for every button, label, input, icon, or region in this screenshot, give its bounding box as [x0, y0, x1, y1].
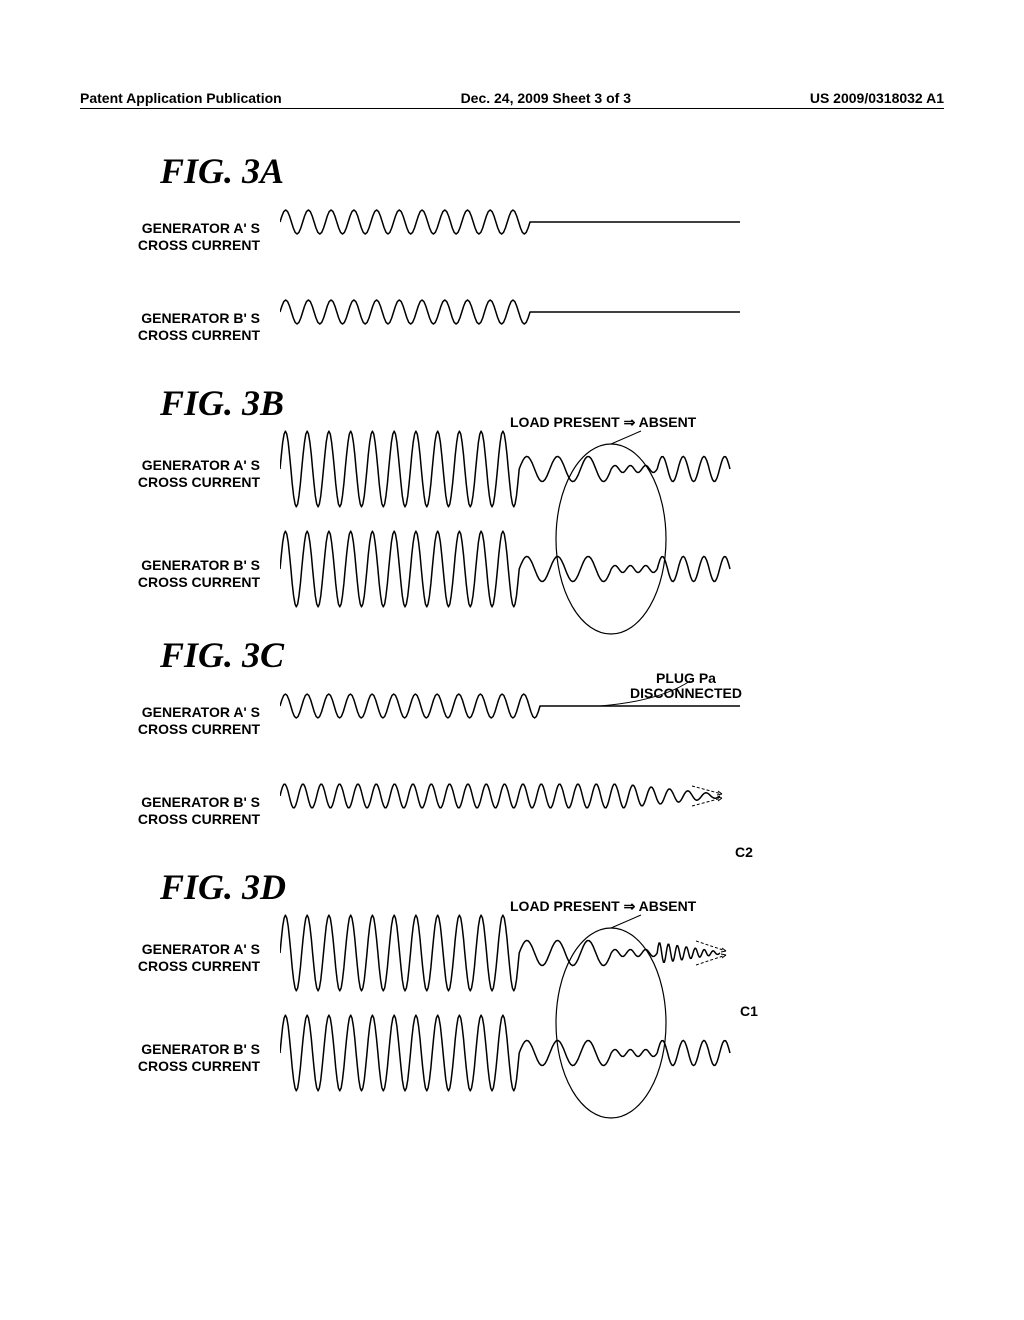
fig-3c-label-b: GENERATOR B' SCROSS CURRENT [80, 794, 260, 828]
fig-3b-row-b: GENERATOR B' SCROSS CURRENT [80, 524, 944, 624]
page-header: Patent Application Publication Dec. 24, … [80, 90, 944, 109]
fig-3c-wave-b [280, 766, 944, 856]
fig-3d-label-b: GENERATOR B' SCROSS CURRENT [80, 1041, 260, 1075]
fig-3d: FIG. 3D LOAD PRESENT ⇒ ABSENT GENERATOR … [80, 866, 944, 1108]
fig-3d-wave-b [280, 1008, 944, 1108]
fig-3b-wave-b [280, 524, 944, 624]
fig-3c-row-b: GENERATOR B' SCROSS CURRENT [80, 766, 944, 856]
fig-3c-label-a: GENERATOR A' SCROSS CURRENT [80, 704, 260, 738]
header-right: US 2009/0318032 A1 [810, 90, 944, 106]
fig-3a: FIG. 3A GENERATOR A' SCROSS CURRENT GENE… [80, 150, 944, 372]
content: FIG. 3A GENERATOR A' SCROSS CURRENT GENE… [80, 150, 944, 1280]
fig-3d-row-a: GENERATOR A' SCROSS CURRENT [80, 908, 944, 1008]
fig-3a-title: FIG. 3A [160, 150, 944, 192]
fig-3c: FIG. 3C PLUG PaDISCONNECTED GENERATOR A'… [80, 634, 944, 856]
fig-3c-annot-c2: C2 [735, 844, 753, 860]
fig-3a-label-a: GENERATOR A' SCROSS CURRENT [80, 220, 260, 254]
header-center: Dec. 24, 2009 Sheet 3 of 3 [461, 90, 631, 106]
header-left: Patent Application Publication [80, 90, 282, 106]
fig-3d-annot-c1: C1 [740, 1003, 758, 1019]
fig-3c-title: FIG. 3C [160, 634, 944, 676]
fig-3b-label-b: GENERATOR B' SCROSS CURRENT [80, 557, 260, 591]
fig-3c-row-a: GENERATOR A' SCROSS CURRENT [80, 676, 944, 766]
fig-3a-wave-a [280, 192, 944, 282]
fig-3b-row-a: GENERATOR A' SCROSS CURRENT [80, 424, 944, 524]
fig-3a-row-a: GENERATOR A' SCROSS CURRENT [80, 192, 944, 282]
fig-3b-label-a: GENERATOR A' SCROSS CURRENT [80, 457, 260, 491]
page: Patent Application Publication Dec. 24, … [0, 0, 1024, 1320]
fig-3b-wave-a [280, 424, 944, 524]
fig-3c-wave-a [280, 676, 944, 766]
fig-3d-wave-a [280, 908, 944, 1008]
fig-3a-row-b: GENERATOR B' SCROSS CURRENT [80, 282, 944, 372]
fig-3d-row-b: GENERATOR B' SCROSS CURRENT [80, 1008, 944, 1108]
fig-3d-label-a: GENERATOR A' SCROSS CURRENT [80, 941, 260, 975]
fig-3a-label-b: GENERATOR B' SCROSS CURRENT [80, 310, 260, 344]
fig-3a-wave-b [280, 282, 944, 372]
fig-3b: FIG. 3B LOAD PRESENT ⇒ ABSENT GENERATOR … [80, 382, 944, 624]
